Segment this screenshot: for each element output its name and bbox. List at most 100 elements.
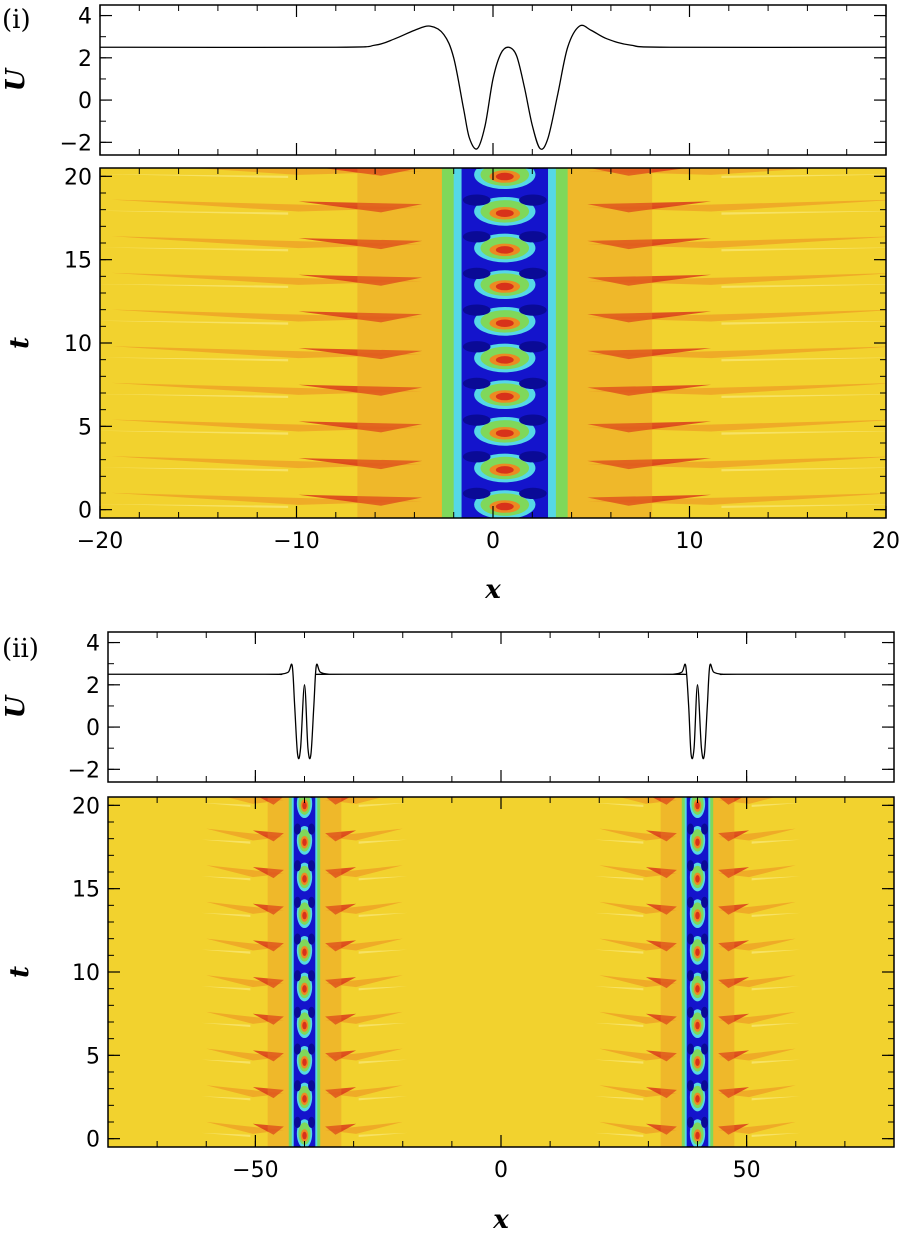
shock-wedge bbox=[599, 828, 677, 841]
heatmap-i: 0 5 10 15 20 −20 −10 0 10 20 bbox=[64, 165, 900, 554]
shock-wedge bbox=[111, 382, 423, 395]
shock-wedge bbox=[206, 1048, 284, 1061]
shock-wedge bbox=[718, 938, 796, 951]
shock-wedge-core bbox=[325, 1123, 357, 1135]
y-tick-label: 10 bbox=[64, 332, 92, 357]
breather-core bbox=[695, 1058, 700, 1066]
panel-tag-ii: (ii) bbox=[2, 634, 39, 664]
dark-lobe bbox=[687, 933, 694, 945]
soliton-1 bbox=[594, 797, 801, 1147]
dark-lobe bbox=[462, 451, 491, 463]
breather-core bbox=[695, 875, 700, 883]
dark-lobe bbox=[519, 304, 547, 316]
breather-core bbox=[695, 801, 700, 810]
breather-core bbox=[695, 985, 700, 993]
shock-wedge bbox=[718, 901, 796, 914]
shock-wedge-light bbox=[201, 839, 251, 844]
shock-wedge-light bbox=[100, 357, 289, 362]
shock-wedge-core bbox=[252, 940, 284, 952]
shock-wedge bbox=[599, 901, 677, 914]
shock-wedge-light bbox=[594, 986, 644, 991]
dark-lobe bbox=[687, 1080, 694, 1092]
dark-lobe bbox=[701, 823, 708, 835]
dark-lobe bbox=[687, 970, 694, 982]
dark-lobe bbox=[701, 1116, 708, 1129]
dark-lobe bbox=[687, 823, 694, 835]
shock-wedge-core bbox=[325, 1013, 357, 1025]
line-clip bbox=[108, 663, 894, 760]
breather-core bbox=[695, 911, 700, 920]
shock-wedge bbox=[599, 865, 677, 878]
shock-wedge-light bbox=[751, 802, 801, 808]
dark-lobe bbox=[308, 933, 315, 945]
shock-wedge-core bbox=[298, 201, 423, 213]
dark-lobe bbox=[294, 970, 301, 982]
breather-core bbox=[302, 1095, 307, 1103]
shock-wedge bbox=[206, 1011, 284, 1024]
shock-wedge-core bbox=[587, 201, 712, 213]
shock-wedge-light bbox=[358, 1096, 408, 1101]
x-tick-label: 50 bbox=[733, 1158, 761, 1183]
shock-wedge-light bbox=[100, 430, 289, 435]
breather-core bbox=[495, 502, 514, 511]
shock-wedge-core bbox=[718, 1087, 750, 1099]
shock-wedge-core bbox=[645, 1087, 677, 1099]
dark-lobe bbox=[294, 860, 301, 872]
x-tick-label: 0 bbox=[486, 529, 500, 554]
shock-wedge-core bbox=[645, 903, 677, 915]
shock-wedge-core bbox=[645, 830, 677, 842]
y-tick-label: 4 bbox=[86, 632, 100, 657]
shock-wedge bbox=[325, 1011, 403, 1024]
shock-wedge-light bbox=[358, 1022, 408, 1028]
shock-wedge-core bbox=[322, 168, 420, 176]
series-line-U bbox=[100, 24, 886, 150]
heatmap-ii: 0 5 10 15 20 −50 0 50 bbox=[72, 794, 895, 1183]
shock-wedge bbox=[587, 493, 886, 505]
shock-wedge-light bbox=[100, 393, 289, 399]
dark-lobe bbox=[519, 487, 547, 500]
dark-lobe bbox=[294, 1006, 301, 1019]
dark-lobe bbox=[701, 1080, 708, 1092]
shock-wedge bbox=[325, 1048, 403, 1061]
shock-wedge-core bbox=[298, 311, 423, 323]
shock-wedge-core bbox=[298, 494, 423, 506]
shock-wedge-core bbox=[587, 311, 712, 323]
dark-lobe bbox=[462, 414, 491, 426]
shock-wedge-core bbox=[718, 867, 750, 879]
dark-lobe bbox=[687, 1006, 694, 1019]
y-axis-label-heatmap-ii: t bbox=[5, 966, 35, 978]
shock-wedge bbox=[587, 383, 886, 395]
y-tick-label: 20 bbox=[64, 165, 92, 190]
dark-lobe bbox=[519, 267, 547, 280]
shock-wedge-core bbox=[589, 168, 687, 176]
line-plot-ii: −2 0 2 4 bbox=[68, 631, 895, 783]
dark-lobe bbox=[462, 341, 491, 353]
shock-wedge-core bbox=[718, 830, 750, 842]
breather-core bbox=[495, 172, 514, 181]
shock-wedge-core bbox=[325, 1087, 357, 1099]
shock-wedge-light bbox=[594, 1022, 644, 1028]
shock-wedge-light bbox=[721, 504, 886, 509]
dark-lobe bbox=[519, 194, 547, 206]
breather-core bbox=[302, 1021, 307, 1030]
shock-wedge bbox=[718, 1011, 796, 1024]
shock-wedge-core bbox=[645, 1123, 677, 1135]
y-axis-label-line-i: U bbox=[1, 67, 31, 91]
shock-wedge-core bbox=[259, 797, 284, 805]
dark-lobe bbox=[519, 231, 547, 243]
dark-lobe bbox=[308, 1116, 315, 1129]
shock-wedge bbox=[206, 975, 284, 988]
x-tick-label: −50 bbox=[232, 1158, 278, 1183]
shock-wedge-light bbox=[594, 1059, 644, 1064]
shock-wedge-light bbox=[751, 949, 801, 954]
shock-wedge-core bbox=[325, 940, 357, 952]
shock-wedge-core bbox=[298, 274, 423, 286]
shock-wedge bbox=[111, 309, 423, 322]
shock-wedge-light bbox=[358, 949, 408, 954]
shock-wedge-light bbox=[100, 247, 289, 252]
shock-wedge-light bbox=[594, 949, 644, 954]
dark-lobe bbox=[519, 341, 547, 353]
dark-lobe bbox=[701, 1006, 708, 1019]
dark-lobe bbox=[294, 1116, 301, 1129]
